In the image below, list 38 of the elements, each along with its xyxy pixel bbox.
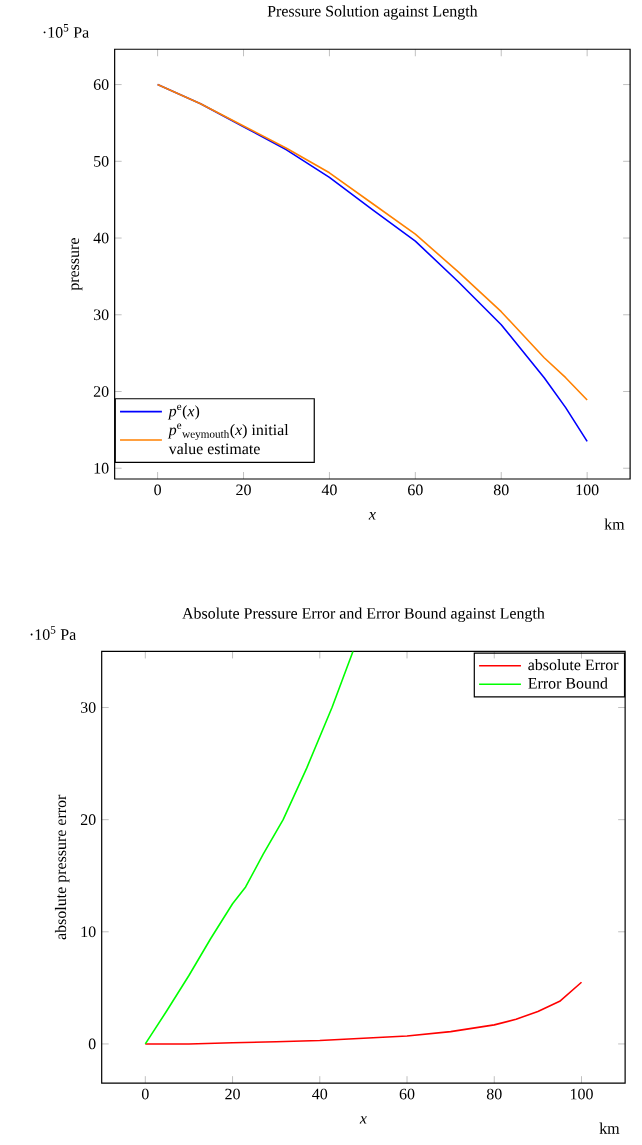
x-tick-label: 20 bbox=[225, 1088, 240, 1100]
legend-label: Error Bound bbox=[528, 677, 608, 689]
x-axis-title: x bbox=[359, 1116, 367, 1124]
y-tick-label: 20 bbox=[80, 814, 96, 826]
y-tick-label: 60 bbox=[93, 79, 109, 90]
line-series bbox=[144, 650, 354, 1045]
y-tick-label: 0 bbox=[88, 1038, 96, 1050]
text: ·10$^{5}$ Pa bbox=[30, 626, 76, 640]
x-tick-label: 20 bbox=[236, 484, 251, 496]
line-series bbox=[144, 981, 583, 1045]
x-tick-label: 40 bbox=[312, 1088, 328, 1100]
legend-label: p$^{e}$(x) bbox=[167, 404, 200, 420]
y-tick-label: 20 bbox=[93, 386, 109, 397]
text: ·10$^{5}$ Pa bbox=[43, 24, 89, 38]
x-axis-title: x bbox=[368, 512, 376, 520]
x-tick-label: 80 bbox=[486, 1088, 502, 1100]
x-tick-label: 100 bbox=[576, 484, 599, 496]
x-tick-label: 40 bbox=[321, 484, 337, 496]
x-tick-label: 80 bbox=[493, 484, 509, 496]
x-tick-label: 100 bbox=[570, 1088, 593, 1100]
x-tick-label: 60 bbox=[408, 484, 423, 496]
legend-label: p$^{e}$$_{weymouth}$(x) initial value estimate bbox=[167, 423, 289, 455]
x-tick-label: 0 bbox=[141, 1088, 149, 1100]
y-tick-label: 10 bbox=[81, 926, 96, 938]
text: km bbox=[604, 518, 625, 530]
chart-title: Absolute Pressure Error and Error Bound against Length bbox=[182, 607, 545, 623]
y-tick-label: 40 bbox=[93, 232, 109, 244]
legend-label: absolute Error bbox=[528, 659, 619, 671]
y-tick-label: 30 bbox=[80, 702, 96, 713]
x-tick-label: 0 bbox=[154, 484, 161, 496]
x-tick-label: 60 bbox=[399, 1088, 415, 1100]
y-tick-label: 10 bbox=[94, 462, 109, 474]
y-tick-label: 50 bbox=[94, 155, 109, 167]
y-axis-title: pressure bbox=[71, 238, 83, 291]
y-tick-label: 30 bbox=[93, 309, 109, 321]
text: km bbox=[599, 1122, 620, 1134]
y-axis-title: absolute pressure error bbox=[54, 794, 70, 940]
chart-title: Pressure Solution against Length bbox=[267, 5, 478, 20]
